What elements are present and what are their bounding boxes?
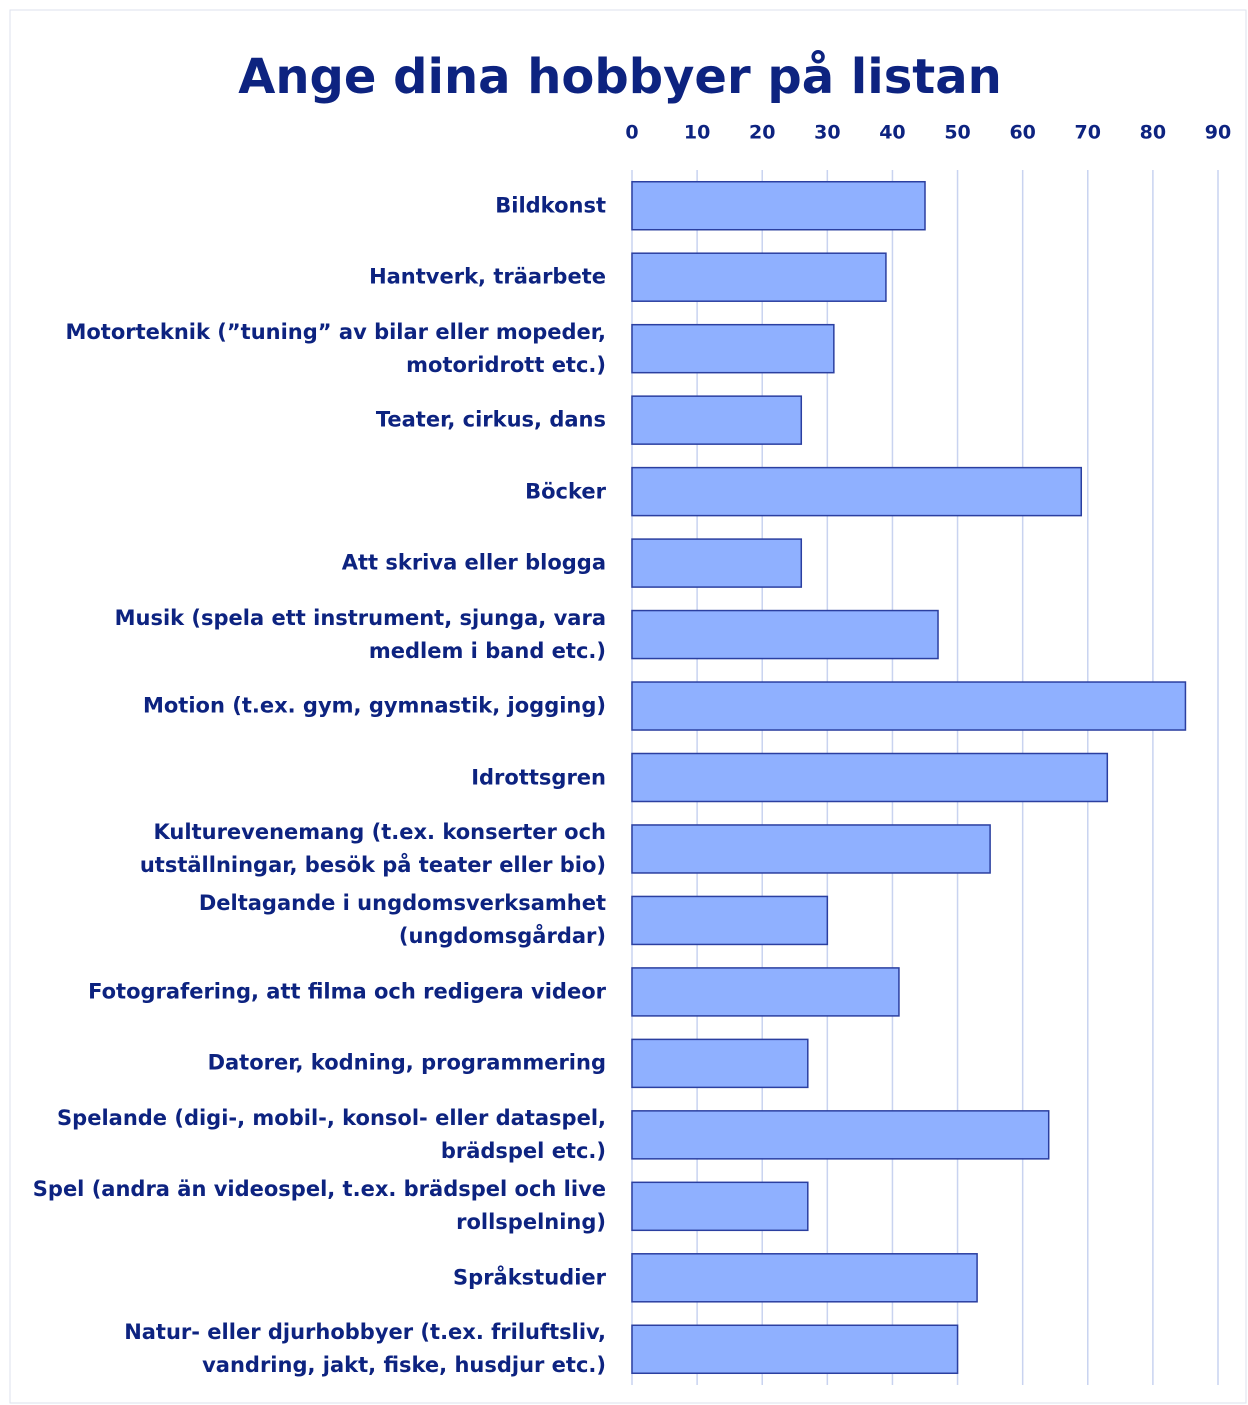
y-tick-label: Deltagande i ungdomsverksamhet (ungdomsg… xyxy=(198,891,606,949)
y-tick-label: Hantverk, träarbete xyxy=(369,264,606,289)
y-tick-label: Teater, cirkus, dans xyxy=(375,407,606,432)
chart-title: Ange dina hobbyer på listan xyxy=(238,49,1002,105)
bar xyxy=(631,895,829,946)
y-tick-label: Motion (t.ex. gym, gymnastik, jogging) xyxy=(142,693,606,718)
bar xyxy=(631,323,835,374)
bar xyxy=(631,1110,1050,1160)
bar xyxy=(631,252,887,302)
x-tick-label: 10 xyxy=(684,122,710,144)
y-tick-label: Musik (spela ett instrument, sjunga, var… xyxy=(114,605,606,663)
bar xyxy=(631,538,803,588)
y-tick-label: Kulturevenemang (t.ex. konserter och uts… xyxy=(139,819,606,877)
x-tick-label: 40 xyxy=(879,122,905,144)
bar xyxy=(631,1253,978,1303)
bar xyxy=(631,1324,959,1375)
bar xyxy=(631,752,1109,803)
bar xyxy=(631,967,900,1017)
y-tick-label: Böcker xyxy=(525,479,606,504)
y-tick-label: Natur- eller djurhobbyer (t.ex. frilufts… xyxy=(124,1320,606,1378)
bar xyxy=(631,681,1187,731)
y-tick-label: Att skriva eller blogga xyxy=(341,550,606,575)
y-tick-label: Datorer, kodning, programmering xyxy=(207,1050,606,1075)
x-tick-label: 80 xyxy=(1140,122,1166,144)
x-tick-label: 50 xyxy=(944,122,970,144)
bar xyxy=(631,824,991,874)
frame xyxy=(9,9,1247,1404)
bar xyxy=(631,1038,809,1089)
y-tick-label: Spelande (digi-, mobil-, konsol- eller d… xyxy=(57,1105,606,1163)
y-tick-label: Spel (andra än videospel, t.ex. brädspel… xyxy=(32,1177,606,1235)
x-tick-label: 30 xyxy=(814,122,840,144)
x-tick-label: 20 xyxy=(749,122,775,144)
bar xyxy=(631,180,926,231)
y-tick-label: Fotografering, att filma och redigera vi… xyxy=(88,979,606,1004)
y-tick-label: Idrottsgren xyxy=(471,765,606,789)
x-tick-label: 60 xyxy=(1009,122,1035,144)
y-tick-label: Motorteknik (”tuning” av bilar eller mop… xyxy=(65,319,606,377)
x-tick-label: 90 xyxy=(1205,122,1231,144)
bar xyxy=(631,466,1083,517)
x-tick-label: 70 xyxy=(1075,122,1101,144)
bar xyxy=(631,395,803,445)
x-tick-label: 0 xyxy=(625,122,638,144)
bar xyxy=(631,1181,809,1232)
bar xyxy=(631,609,939,660)
y-tick-label: Språkstudier xyxy=(453,1265,606,1290)
y-tick-label: Bildkonst xyxy=(495,193,606,218)
